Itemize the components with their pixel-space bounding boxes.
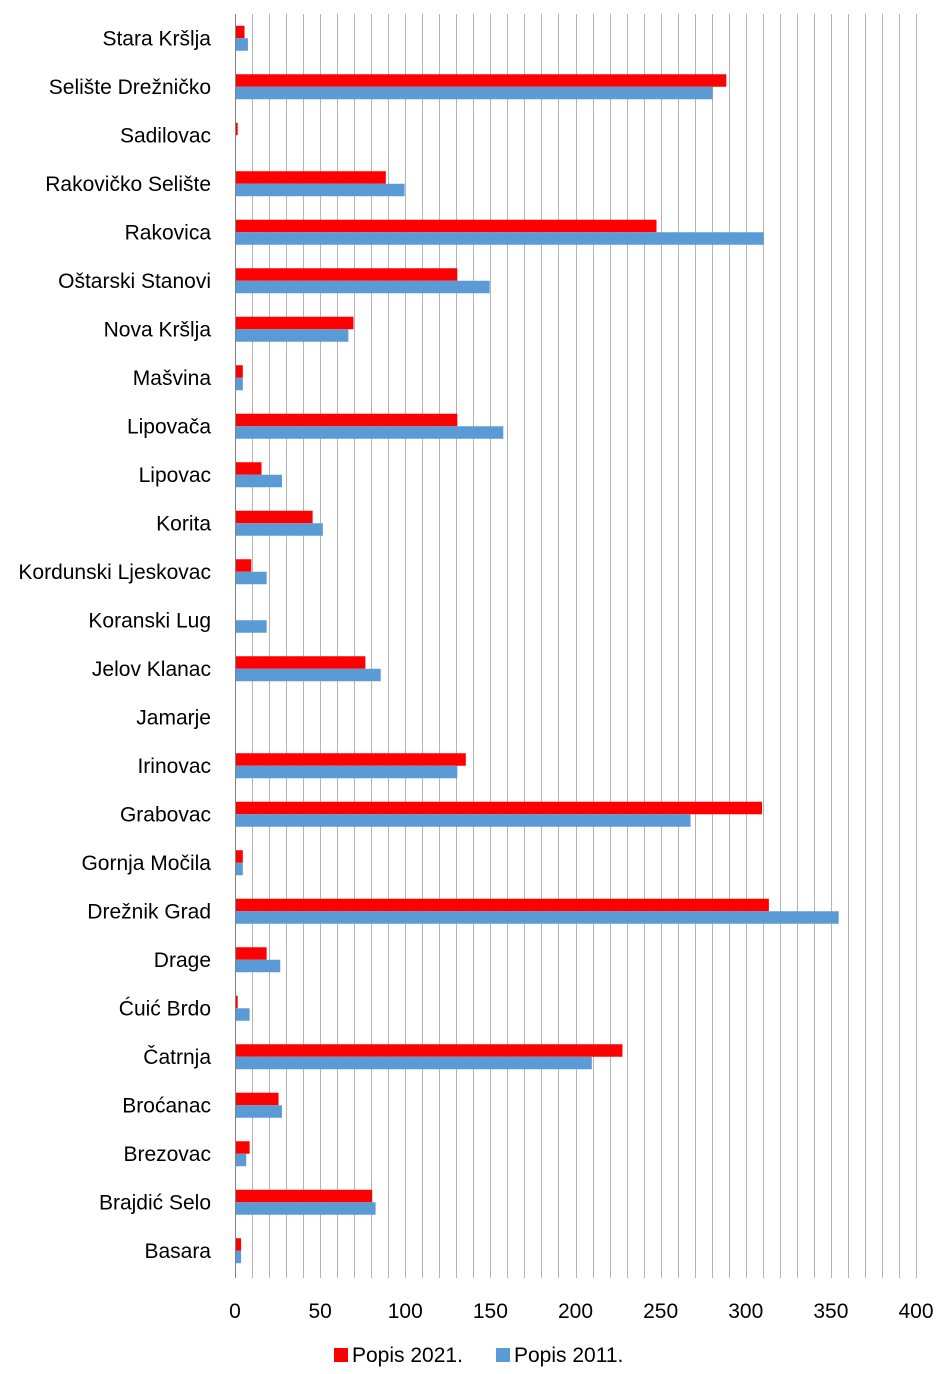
bar [236,232,764,245]
x-tick-label: 150 [473,1300,508,1323]
x-tick-label: 300 [728,1300,763,1323]
bar [236,1105,282,1118]
category-label: Selište Drežničko [49,76,211,99]
category-label: Drežnik Grad [87,900,211,923]
category-label: Lipovača [127,415,211,438]
x-tick-label: 0 [229,1300,241,1323]
category-label: Rakovičko Selište [45,173,211,196]
x-tick-label: 50 [308,1300,331,1323]
category-label: Drage [154,949,211,972]
bar [236,462,262,475]
category-label: Grabovac [120,803,211,826]
bar [236,1202,376,1215]
bar [236,122,238,136]
bar [236,1250,242,1264]
category-label: Oštarski Stanovi [58,270,211,293]
category-label: Čatrnja [143,1046,211,1069]
bar [236,183,405,197]
category-label: Broćanac [122,1094,211,1117]
bar [236,426,504,439]
bar [236,559,252,572]
bar [236,620,267,633]
bar [236,995,238,1009]
bar [236,1092,279,1106]
bar [236,74,727,87]
category-label: Nova Kršlja [104,318,212,341]
gridlines [252,14,917,1278]
legend-label-popis-2011: Popis 2011. [514,1344,623,1367]
bar [236,947,267,960]
bar [236,25,245,39]
bar [236,1238,242,1251]
bar [236,1044,623,1057]
legend: Popis 2021. Popis 2011. [334,1344,623,1367]
bar [236,1141,250,1154]
category-label: Brezovac [123,1143,211,1166]
bar [236,86,713,100]
category-label: Jelov Klanac [92,658,211,681]
bar [236,268,458,281]
legend-label-popis-2021: Popis 2021. [352,1344,463,1367]
bar [236,280,490,294]
category-label: Gornja Močila [81,852,211,875]
legend-swatch-popis-2011 [496,1348,510,1362]
x-tick-label: 250 [643,1300,678,1323]
category-label: Stara Kršlja [102,27,211,50]
category-label: Jamarje [136,706,211,729]
x-axis-tick-labels: 0 50 100 150 200 250 300 350 400 [229,1300,933,1323]
category-label: Basara [144,1240,211,1263]
category-labels: Stara Kršlja Selište Drežničko Sadilovac Ra… [18,27,211,1263]
bar [236,219,657,233]
category-label: Korita [156,512,211,535]
bar [236,959,281,973]
bar [236,1153,247,1167]
bar [236,413,458,427]
bar [236,814,691,827]
bar-series [236,25,839,1264]
bar [236,38,248,51]
x-tick-label: 200 [558,1300,593,1323]
bar [236,1189,373,1203]
bar [236,510,313,524]
bar [236,377,243,391]
bar [236,316,354,330]
bar [236,668,381,682]
category-label: Brajdić Selo [99,1191,211,1214]
bar [236,911,839,924]
bar [236,474,282,488]
bar [236,765,458,779]
bar [236,656,366,669]
bar [236,862,243,876]
x-tick-label: 350 [813,1300,848,1323]
x-tick-label: 100 [388,1300,423,1323]
category-label: Sadilovac [120,124,211,147]
bar [236,329,349,342]
category-label: Kordunski Ljeskovac [18,561,211,584]
bar [236,1008,250,1021]
category-label: Mašvina [133,367,212,390]
bar [236,1056,592,1070]
bar [236,523,323,536]
bar [236,365,243,378]
category-label: Lipovac [139,464,211,487]
bar [236,571,267,585]
bar [236,850,243,863]
bar [236,753,466,766]
x-tick-label: 400 [898,1300,933,1323]
category-label: Koranski Lug [88,609,211,632]
bar [236,898,769,912]
bar [236,171,386,184]
legend-swatch-popis-2021 [334,1348,348,1362]
bar [236,801,763,815]
category-label: Irinovac [137,755,211,778]
category-label: Ćuić Brdo [119,997,211,1020]
category-label: Rakovica [125,221,212,244]
